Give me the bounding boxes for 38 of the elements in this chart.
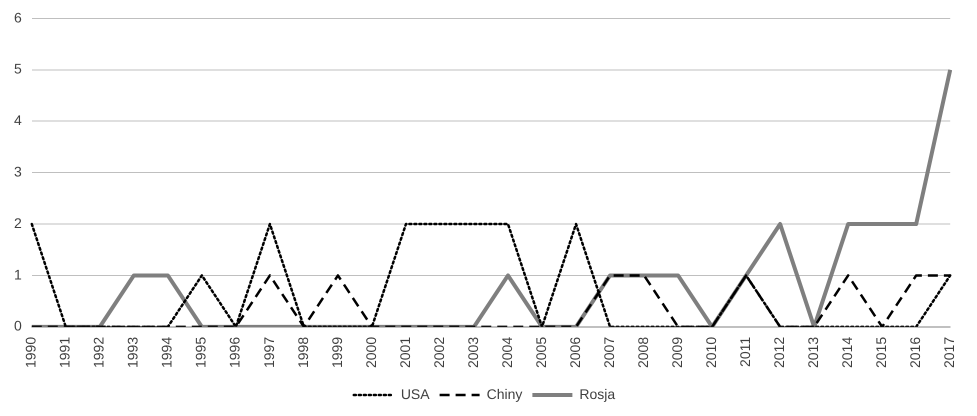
x-tick-label: 2012	[770, 336, 787, 368]
x-tick-label: 2000	[362, 336, 379, 368]
x-tick-label: 1990	[22, 336, 39, 368]
x-tick-label: 1994	[158, 336, 175, 368]
legend-label: USA	[400, 386, 430, 402]
x-tick-label: 2016	[907, 336, 924, 368]
x-tick-label: 1999	[328, 336, 345, 368]
x-tick-label: 1992	[90, 336, 107, 368]
x-tick-label: 1998	[294, 336, 311, 368]
y-tick-label: 1	[14, 266, 22, 282]
y-tick-label: 6	[14, 9, 22, 26]
x-tick-label: 2003	[464, 336, 481, 368]
x-tick-label: 1993	[124, 336, 141, 368]
y-tick-label: 0	[14, 318, 22, 334]
y-tick-label: 4	[14, 112, 22, 128]
x-tick-label: 1995	[192, 336, 209, 368]
x-tick-label: 2006	[566, 336, 583, 368]
x-tick-label: 2008	[634, 336, 651, 368]
x-tick-label: 2010	[702, 336, 719, 368]
x-tick-label: 1996	[226, 336, 243, 368]
x-tick-label: 1991	[56, 336, 73, 368]
x-tick-label: 2007	[600, 336, 617, 368]
x-tick-label: 2017	[941, 336, 958, 368]
x-tick-label: 2009	[668, 336, 685, 368]
y-tick-label: 3	[14, 163, 22, 180]
x-tick-label: 2005	[532, 336, 549, 368]
x-tick-label: 2015	[873, 336, 890, 368]
x-tick-label: 2013	[805, 336, 821, 368]
x-tick-label: 2004	[498, 336, 515, 368]
x-tick-label: 2001	[396, 336, 413, 368]
x-tick-label: 2002	[430, 336, 447, 368]
y-tick-label: 2	[14, 214, 22, 231]
legend-label: Rosja	[579, 386, 616, 402]
x-tick-label: 1997	[260, 336, 277, 368]
y-tick-label: 5	[14, 60, 22, 77]
legend-label: Chiny	[486, 386, 522, 402]
x-tick-label: 2011	[736, 336, 753, 367]
x-tick-label: 2014	[839, 336, 856, 368]
